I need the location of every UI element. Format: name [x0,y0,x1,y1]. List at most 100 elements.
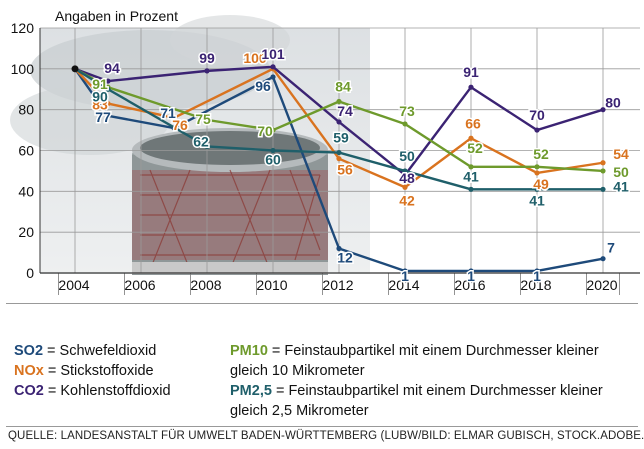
data-label: 49 [533,176,549,192]
legend-code: PM2,5 [230,383,272,399]
data-point [402,184,408,190]
data-point [105,113,111,119]
data-point [105,86,111,92]
data-point [336,156,342,162]
x-tick-label: 2020 [586,277,617,293]
data-point [600,107,606,113]
legend-text: = Schwefeldioxid [47,343,157,359]
y-tick-label: 20 [18,224,34,240]
data-label: 100 [243,50,267,66]
data-label: 75 [195,111,211,127]
data-point [204,117,210,123]
data-label: 70 [257,123,273,139]
data-point [270,74,276,80]
legend-item-so2: SO2 = Schwefeldioxid [14,343,156,359]
y-axis-label: Angaben in Prozent [55,8,178,24]
legend-item-pm10-line2: gleich 10 Mikrometer [230,363,365,379]
data-point [468,135,474,141]
x-tick-label: 2012 [322,277,353,293]
data-label: 70 [529,107,545,123]
chart-area: 0 20 40 60 80 100 120 2004 2006 2008 2010 2012 2014 2… [10,8,640,295]
y-tick-label: 0 [26,265,34,281]
data-point [204,68,210,74]
data-label: 66 [465,115,481,131]
data-label: 77 [95,109,111,125]
legend-item-pm25: PM2,5 = Feinstaubpartikel mit einem Durc… [230,383,603,399]
data-label: 12 [337,250,353,266]
data-label: 41 [613,178,629,194]
data-point [534,127,540,133]
data-label: 60 [265,152,281,168]
line-chart: 0 20 40 60 80 100 120 2004 2006 2008 2010 2012 2014 2… [10,8,640,295]
x-tick-label: 2006 [124,277,155,293]
data-point [270,147,276,154]
y-tick-label: 80 [18,102,34,118]
legend-text: = Feinstaubpartikel mit einem Durchmesse… [271,343,599,359]
data-label: 62 [193,133,209,149]
data-point [600,168,606,174]
data-label: 1 [401,268,409,284]
legend-item-nox: NOx = Stickstoffoxide [14,363,154,379]
data-point [270,127,276,133]
start-point [71,65,79,73]
x-tick-label: 2014 [388,277,419,293]
data-label: 52 [467,140,483,156]
data-label: 7 [607,240,615,256]
data-label: 94 [104,60,120,76]
data-label: 71 [160,105,176,121]
x-tick-label: 2018 [520,277,551,293]
data-point [171,115,177,121]
data-label: 83 [92,97,108,113]
data-label: 80 [605,95,621,111]
data-point [336,149,342,156]
data-point [600,160,606,166]
legend-code: PM10 [230,343,268,359]
axes: 0 20 40 60 80 100 120 2004 2006 2008 2010 2012 2014 2… [11,20,640,295]
data-label: 41 [463,168,479,184]
data-label: 96 [255,78,271,94]
x-tick-label: 2016 [454,277,485,293]
data-point [105,78,111,84]
data-point [468,268,474,274]
data-point [600,256,606,262]
data-label: 50 [613,164,629,180]
legend-code: CO2 [14,383,44,399]
divider-top [6,303,638,304]
data-point [402,172,408,178]
x-tick-label: 2008 [190,277,221,293]
data-label: 91 [92,76,108,92]
x-tick-label: 2010 [256,277,287,293]
data-label: 42 [399,192,415,208]
legend-text: = Stickstoffoxide [47,363,154,379]
data-point [402,168,408,174]
series-lines [71,64,606,274]
data-point [402,268,408,274]
data-label: 101 [261,46,285,62]
data-point [468,186,474,192]
divider-bottom [6,426,638,427]
data-point [336,98,342,105]
data-point [270,64,276,70]
legend-text: = Feinstaubpartikel mit einem Durchmesse… [275,383,603,399]
legend-item-pm25-line2: gleich 2,5 Mikrometer [230,403,369,419]
x-tick-label: 2004 [58,277,89,293]
data-label: 1 [467,268,475,284]
data-label: 99 [199,50,215,66]
data-point [534,268,540,274]
data-point [204,143,210,150]
data-point [534,186,540,192]
y-tick-label: 100 [11,61,35,77]
data-point [336,119,342,125]
data-label: 1 [533,268,541,284]
legend-code: NOx [14,363,44,379]
data-point [534,170,540,176]
legend-code: SO2 [14,343,44,359]
data-point [402,121,408,127]
data-label: 59 [333,130,349,146]
y-tick-label: 40 [18,183,34,199]
data-label: 91 [463,64,479,80]
y-tick-label: 60 [18,143,34,159]
data-label: 76 [172,117,188,133]
data-label: 48 [399,170,415,186]
